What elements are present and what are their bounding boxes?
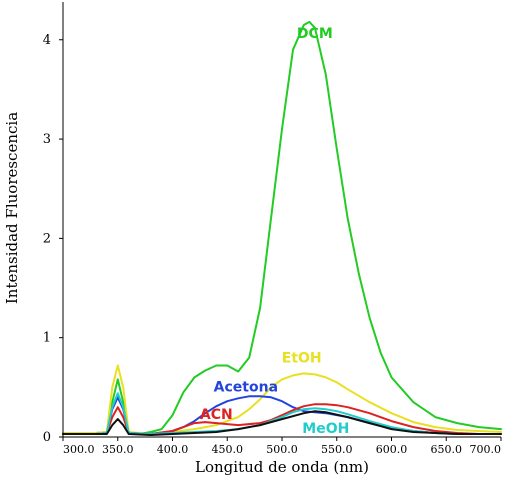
x-tick-label: 600.0 bbox=[376, 443, 408, 456]
series-label-meoh: MeOH bbox=[302, 421, 349, 437]
x-tick-label: 300.0 bbox=[63, 443, 95, 456]
series-line-series-6 bbox=[62, 410, 502, 436]
y-tick-label: 3 bbox=[43, 132, 51, 147]
y-tick-label: 2 bbox=[43, 231, 51, 246]
x-tick-label: 400.0 bbox=[157, 443, 189, 456]
y-tick-label: 0 bbox=[43, 430, 51, 445]
series-line-etoh bbox=[62, 364, 502, 435]
plot-lines bbox=[62, 20, 502, 436]
y-tick-label: 1 bbox=[43, 331, 51, 346]
x-tick-label: 650.0 bbox=[431, 443, 463, 456]
series-line-meoh bbox=[62, 392, 502, 435]
series-label-acn: ACN bbox=[200, 407, 233, 423]
y-tick-label: 4 bbox=[43, 33, 51, 48]
y-axis-title: Intensidad Fluorescencia bbox=[3, 112, 21, 304]
x-tick-label: 700.0 bbox=[470, 443, 502, 456]
axes bbox=[62, 2, 501, 438]
x-tick-label: 500.0 bbox=[266, 443, 298, 456]
series-label-dcm: DCM bbox=[297, 26, 333, 42]
series-line-dcm bbox=[62, 20, 502, 435]
tick-labels: 300.0 350.0 400.0 450.0 500.0 550.0 600.0 650.0… bbox=[43, 33, 502, 456]
x-tick-label: 450.0 bbox=[212, 443, 244, 456]
x-tick-label: 350.0 bbox=[102, 443, 134, 456]
series-label-etoh: EtOH bbox=[282, 351, 322, 367]
x-axis-title: Longitud de onda (nm) bbox=[195, 458, 369, 476]
series-line-acn bbox=[62, 403, 502, 435]
series-label-acetona: Acetona bbox=[214, 379, 278, 395]
x-tick-label: 550.0 bbox=[321, 443, 353, 456]
